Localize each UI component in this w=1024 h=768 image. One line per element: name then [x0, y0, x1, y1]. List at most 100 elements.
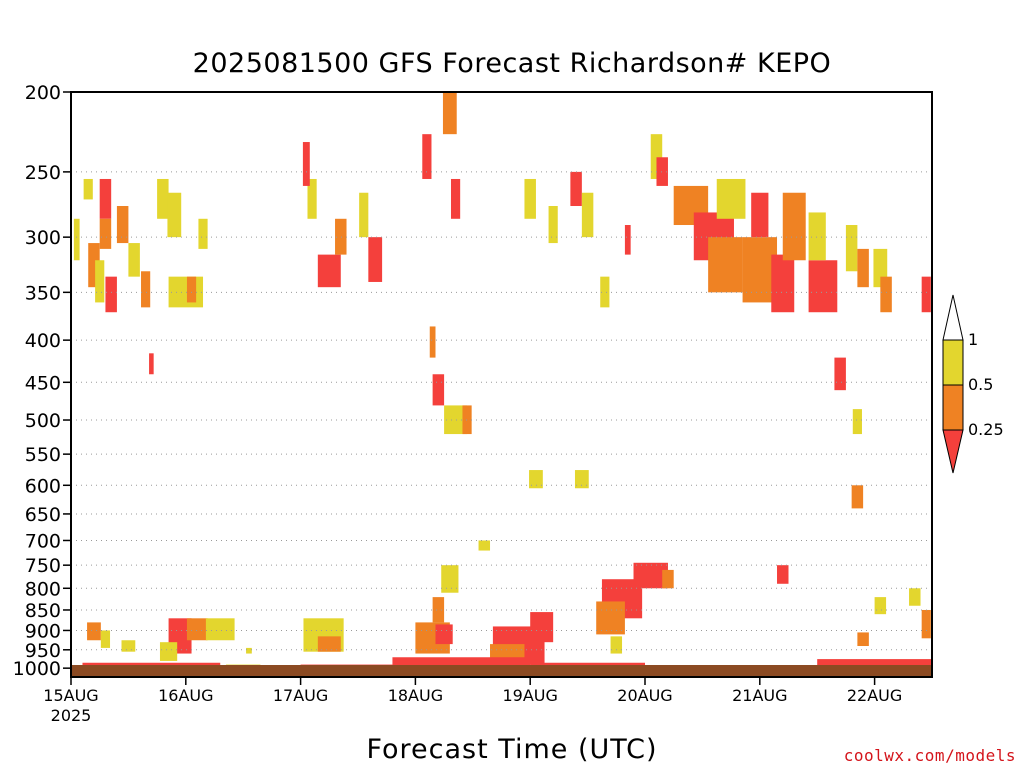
- colorbar-bin: [942, 384, 964, 431]
- credit-link[interactable]: coolwx.com/models: [843, 746, 1016, 765]
- richardson-cell: [662, 569, 674, 589]
- richardson-cell: [435, 624, 453, 645]
- richardson-cell: [95, 260, 105, 303]
- y-tick-label: 850: [25, 600, 61, 622]
- richardson-cell: [610, 636, 623, 654]
- richardson-cell: [570, 171, 582, 207]
- richardson-cell: [128, 243, 140, 277]
- richardson-cell: [921, 276, 931, 313]
- richardson-cell: [444, 405, 468, 435]
- x-axis-label: Forecast Time (UTC): [366, 734, 658, 765]
- chart-title: 2025081500 GFS Forecast Richardson# KEPO: [192, 48, 832, 79]
- richardson-cell: [99, 178, 112, 219]
- plot-frame: [70, 91, 933, 678]
- richardson-cell: [851, 485, 864, 509]
- richardson-cell: [808, 260, 838, 313]
- richardson-cell: [157, 178, 169, 219]
- richardson-cell: [317, 636, 341, 652]
- richardson-cell: [149, 353, 154, 375]
- y-tick-label: 300: [25, 227, 61, 249]
- richardson-cell: [845, 225, 858, 272]
- richardson-cell: [368, 237, 383, 282]
- colorbar-bottom-arrow: [942, 429, 964, 474]
- colorbar-bin: [942, 339, 964, 386]
- x-tick-label: 16AUG: [158, 686, 213, 705]
- richardson-cell: [73, 218, 80, 261]
- richardson-cell: [852, 409, 862, 435]
- y-tick-label: 200: [25, 82, 61, 104]
- ground: [71, 665, 932, 677]
- richardson-cell: [432, 597, 445, 623]
- x-tick-label: 19AUG: [502, 686, 557, 705]
- richardson-cell: [335, 218, 347, 255]
- heatmap-cells: [73, 92, 932, 670]
- richardson-cell: [87, 622, 101, 641]
- richardson-cell: [600, 276, 610, 308]
- y-axis: 200 250 300 350 400 450 500 550 600 650 700 7508008…: [13, 82, 71, 680]
- y-tick-label: 1000: [13, 658, 61, 680]
- richardson-cell: [83, 178, 93, 200]
- y-tick-label: 450: [25, 372, 61, 394]
- richardson-cell: [168, 276, 204, 308]
- richardson-cell: [429, 326, 436, 358]
- colorbar-top-arrow: [942, 294, 964, 341]
- colorbar-label: 1: [968, 330, 978, 349]
- richardson-cell: [751, 192, 769, 238]
- x-tick-label: 22AUG: [847, 686, 902, 705]
- richardson-cell: [478, 540, 491, 551]
- y-tick-label: 650: [25, 504, 61, 526]
- y-tick-label: 550: [25, 444, 61, 466]
- gridlines: [71, 171, 932, 651]
- colorbar: 1 0.5 0.25: [942, 294, 1004, 474]
- richardson-cell: [524, 178, 536, 219]
- richardson-cell: [186, 618, 208, 641]
- richardson-cell: [302, 142, 310, 186]
- richardson-cell: [100, 630, 111, 648]
- richardson-cell: [771, 254, 795, 313]
- richardson-cell: [874, 597, 887, 615]
- richardson-cell: [596, 601, 625, 635]
- richardson-cell: [141, 271, 151, 308]
- richardson-cell: [186, 276, 197, 303]
- richardson-cell: [462, 405, 472, 435]
- richardson-cell: [317, 254, 341, 288]
- richardson-cell: [716, 178, 746, 219]
- richardson-cell: [650, 134, 663, 179]
- richardson-cell: [88, 243, 100, 288]
- y-tick-label: 800: [25, 578, 61, 600]
- ground-strip: [71, 665, 932, 677]
- x-tick-label: 21AUG: [732, 686, 787, 705]
- richardson-cell: [921, 609, 931, 639]
- richardson-cell: [581, 192, 594, 238]
- colorbar-label: 0.5: [968, 375, 993, 394]
- richardson-cell: [450, 178, 461, 219]
- richardson-cell: [574, 470, 589, 489]
- richardson-cell: [880, 276, 892, 313]
- y-tick-label: 950: [25, 640, 61, 662]
- y-tick-label: 600: [25, 475, 61, 497]
- x-tick-sublabel: 2025: [51, 706, 92, 725]
- richardson-cell: [624, 225, 631, 255]
- richardson-cell: [432, 374, 445, 406]
- y-tick-label: 500: [25, 410, 61, 432]
- richardson-cell: [205, 618, 235, 641]
- richardson-cell: [708, 237, 743, 293]
- richardson-cell: [105, 276, 117, 313]
- x-tick-label: 15AUG: [43, 686, 98, 705]
- richardson-cell: [167, 192, 182, 238]
- richardson-cell: [159, 642, 178, 661]
- richardson-cell: [777, 565, 789, 584]
- richardson-cell: [857, 248, 869, 288]
- richardson-cell: [656, 157, 668, 186]
- y-tick-label: 900: [25, 620, 61, 642]
- y-tick-label: 700: [25, 530, 61, 552]
- richardson-cell: [857, 632, 869, 647]
- richardson-cell: [442, 92, 457, 135]
- richardson-cell: [782, 192, 806, 261]
- richardson-cell: [529, 470, 543, 489]
- richardson-cell: [441, 565, 459, 593]
- richardson-cell: [121, 640, 136, 652]
- richardson-cell: [99, 218, 112, 249]
